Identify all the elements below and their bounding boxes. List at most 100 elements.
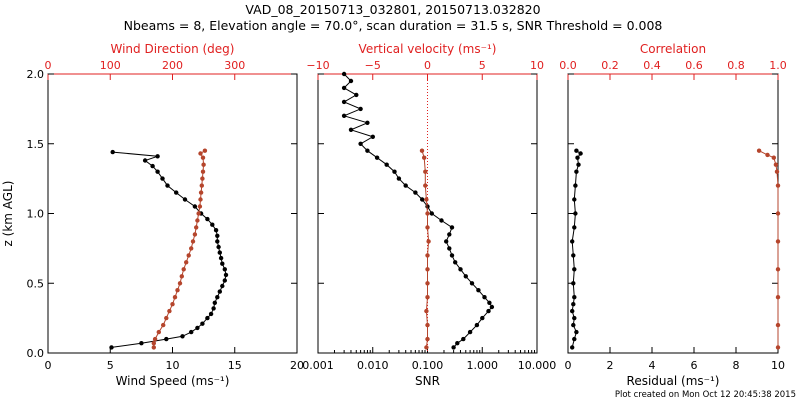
plot-subtitle: Nbeams = 8, Elevation angle = 70.0°, sca… (124, 18, 663, 33)
panel-3-series-2-point (775, 239, 781, 244)
panel-2-top-tick-label: 10 (530, 59, 544, 72)
panel-1-series-1-point (164, 336, 169, 342)
panel-3-series-1-point (572, 295, 577, 300)
panel-1-series-1-point (180, 334, 185, 339)
panel-2-bottom-tick-label: 10.000 (518, 359, 557, 372)
panel-3-series-1-point (570, 345, 575, 350)
panel-1-series-2-point (198, 151, 203, 156)
panel-1-series-1-point (195, 325, 200, 331)
panel-3-series-2-point (775, 345, 781, 350)
panel-1-series-2-point (181, 267, 186, 272)
panel-2-series-1-point (396, 176, 402, 181)
panel-1-frame (47, 73, 298, 354)
panel-2-series-1-point (467, 329, 473, 335)
panel-2-series-1-point (341, 85, 347, 91)
panel-1-series-1-point (215, 239, 220, 244)
panel-2-series-1-point (447, 232, 452, 237)
panel-3-series-1-point (576, 162, 581, 167)
panel-1-series-1-point (182, 197, 188, 202)
panel-1-top-tick-label: 100 (100, 59, 121, 72)
panel-2-top-tick-label: 0 (424, 59, 431, 72)
panel-1-top-tick-label: 0 (45, 59, 52, 72)
panel-2-series-2-point (425, 322, 430, 328)
panel-2-series-1-point (413, 190, 418, 195)
panel-1-series-1-point (220, 283, 225, 289)
panel-3-series-1-point (578, 151, 583, 156)
panel-2-series-1-point (489, 304, 495, 310)
panel-2-series-1-point (348, 127, 354, 132)
panel-3-bottom-tick-label: 4 (649, 359, 656, 372)
panel-1-series-1-point (210, 222, 215, 227)
panel-2-series-1-point (365, 120, 370, 126)
panel-3-series-1-point (572, 336, 577, 342)
panel-1-series-2-point (179, 274, 184, 279)
panel-3-top-tick-label: 0.0 (559, 59, 577, 72)
panel-1-series-2-point (186, 253, 191, 258)
panel-1-y-tick-label: 2.0 (27, 68, 45, 81)
panel-1-series-1-point (222, 267, 227, 272)
panel-1-series-2-point (156, 329, 161, 335)
panel-1-series-1-point (200, 321, 205, 326)
panel-2-series-1-point (469, 281, 475, 286)
panel-3-series-2-line (758, 150, 779, 348)
panel-3-series-1-point (570, 308, 575, 314)
panel-3-series-1-point (575, 155, 580, 160)
panel-1-series-2-point (190, 239, 196, 244)
panel-2-series-1-point (374, 155, 380, 160)
panel-1-top-axis-label: Wind Direction (deg) (111, 42, 235, 56)
panel-2-series-2-point (425, 281, 430, 286)
panel-1-series-1-point (223, 272, 229, 278)
panel-1-series-2-point (172, 295, 178, 300)
panel-1-x-axis-label: Wind Speed (ms⁻¹) (116, 374, 230, 388)
panel-2-bottom-tick-label: 0.100 (412, 359, 444, 372)
panel-1-series-1-point (192, 204, 198, 209)
panel-2-series-2-point (425, 211, 430, 216)
panel-1-series-2-point (198, 197, 203, 202)
panel-2-series-1-point (444, 239, 449, 244)
panel-2-series-1-point (461, 336, 466, 342)
panel-3-series-2-point (775, 183, 781, 188)
panel-3-series-1-point (574, 329, 579, 335)
panel-2-series-1-point (429, 211, 434, 216)
panel-3-series-2-point (774, 169, 780, 174)
panel-3-series-1-point (571, 322, 576, 328)
panel-2-series-2-line (421, 150, 430, 348)
panel-1-top-tick-label: 200 (162, 59, 183, 72)
panel-2-series-2-point (425, 253, 430, 258)
panel-1-series-1-point (109, 345, 114, 350)
panel-1-series-1-point (205, 216, 210, 222)
panel-1-bottom-tick-label: 15 (228, 359, 242, 372)
panel-1-series-1-point (211, 306, 216, 311)
panel-3-series-2-point (765, 152, 770, 158)
panel-1-series-2-point (199, 183, 204, 188)
panel-3-series-1-point (574, 169, 579, 174)
panel-2-series-1-point (365, 148, 370, 153)
panel-1-series-1-point (212, 300, 217, 305)
panel-1-series-1-point (189, 329, 194, 335)
panel-1-series-1-point (218, 255, 224, 261)
panel-2-series-1-point (439, 218, 444, 223)
plot-footer: Plot created on Mon Oct 12 20:45:38 2015 (615, 390, 796, 400)
panel-1-series-2-point (202, 148, 208, 153)
panel-3-series-2-point (775, 267, 781, 272)
panel-2-top-axis-label: Vertical velocity (ms⁻¹) (359, 42, 497, 56)
panel-3-series-1-point (572, 315, 577, 321)
panel-3-series-1-point (572, 197, 577, 202)
panel-3-bottom-tick-label: 8 (733, 359, 740, 372)
panel-1-series-2-point (177, 281, 183, 286)
panel-3-bottom-tick-label: 10 (771, 359, 785, 372)
panel-3-top-axis-label: Correlation (640, 42, 706, 56)
panel-1-series-1-point (155, 154, 160, 159)
panel-3-top-tick-label: 1.0 (769, 59, 787, 72)
panel-2-series-1-point (487, 300, 492, 305)
panel-3-series-1-point (572, 225, 577, 230)
panel-1-series-1-point (217, 289, 222, 294)
panel-1-bottom-tick-label: 10 (166, 359, 180, 372)
panel-3-series-1-point (571, 253, 576, 258)
panel-1-series-1-point (155, 169, 160, 174)
panel-1-series-2-point (161, 322, 166, 328)
y-axis-label: z (km AGL) (1, 181, 15, 247)
panel-2-series-1-point (341, 113, 347, 119)
